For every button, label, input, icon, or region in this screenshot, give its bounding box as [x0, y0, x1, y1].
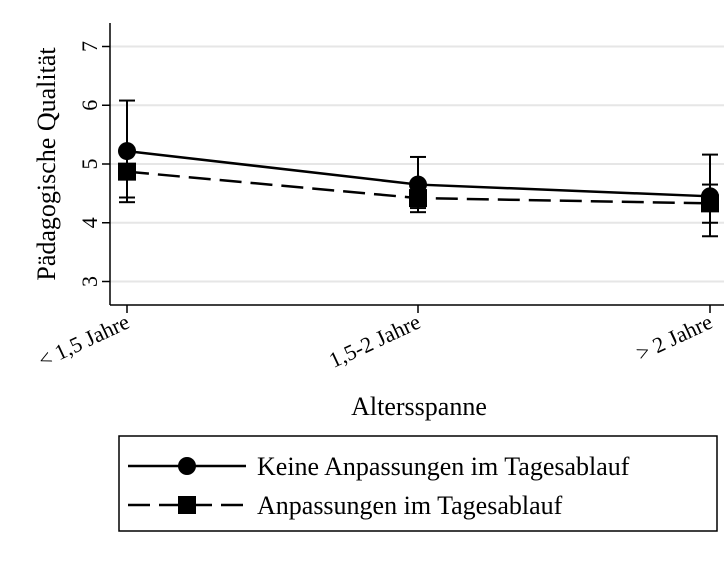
- legend-box: [118, 435, 718, 532]
- y-tick-label: 6: [77, 100, 102, 111]
- series-keine-anpassungen: [118, 99, 719, 238]
- data-point-square: [118, 162, 136, 181]
- x-axis-title: Altersspanne: [351, 392, 487, 421]
- x-tick-label: < 1,5 Jahre: [34, 309, 133, 373]
- legend-circle-marker: [178, 457, 196, 475]
- legend-entry-anpassungen: Anpassungen im Tagesablauf: [128, 491, 563, 520]
- data-point-circle: [409, 175, 427, 194]
- y-tick-label: 5: [77, 159, 102, 170]
- series: [118, 99, 719, 238]
- data-point-square: [701, 194, 719, 213]
- x-tick-label: > 2 Jahre: [632, 309, 716, 366]
- x-ticks: < 1,5 Jahre 1,5-2 Jahre > 2 Jahre: [34, 305, 716, 373]
- y-axis-title: Pädagogische Qualität: [32, 47, 61, 281]
- legend-label-keine-anpassungen: Keine Anpassungen im Tagesablauf: [257, 452, 630, 481]
- y-tick-label: 4: [77, 217, 102, 228]
- y-ticks: 3 4 5 6 7: [77, 41, 110, 287]
- legend: Keine Anpassungen im Tagesablauf Anpassu…: [118, 435, 718, 532]
- y-tick-label: 3: [77, 276, 102, 287]
- data-point-square: [409, 189, 427, 208]
- x-tick-label: 1,5-2 Jahre: [325, 309, 424, 373]
- series-anpassungen: [118, 162, 719, 224]
- legend-entry-keine-anpassungen: Keine Anpassungen im Tagesablauf: [128, 452, 630, 481]
- legend-label-anpassungen: Anpassungen im Tagesablauf: [257, 491, 563, 520]
- data-point-circle: [118, 142, 136, 161]
- legend-square-marker: [178, 496, 196, 514]
- y-tick-label: 7: [77, 41, 102, 52]
